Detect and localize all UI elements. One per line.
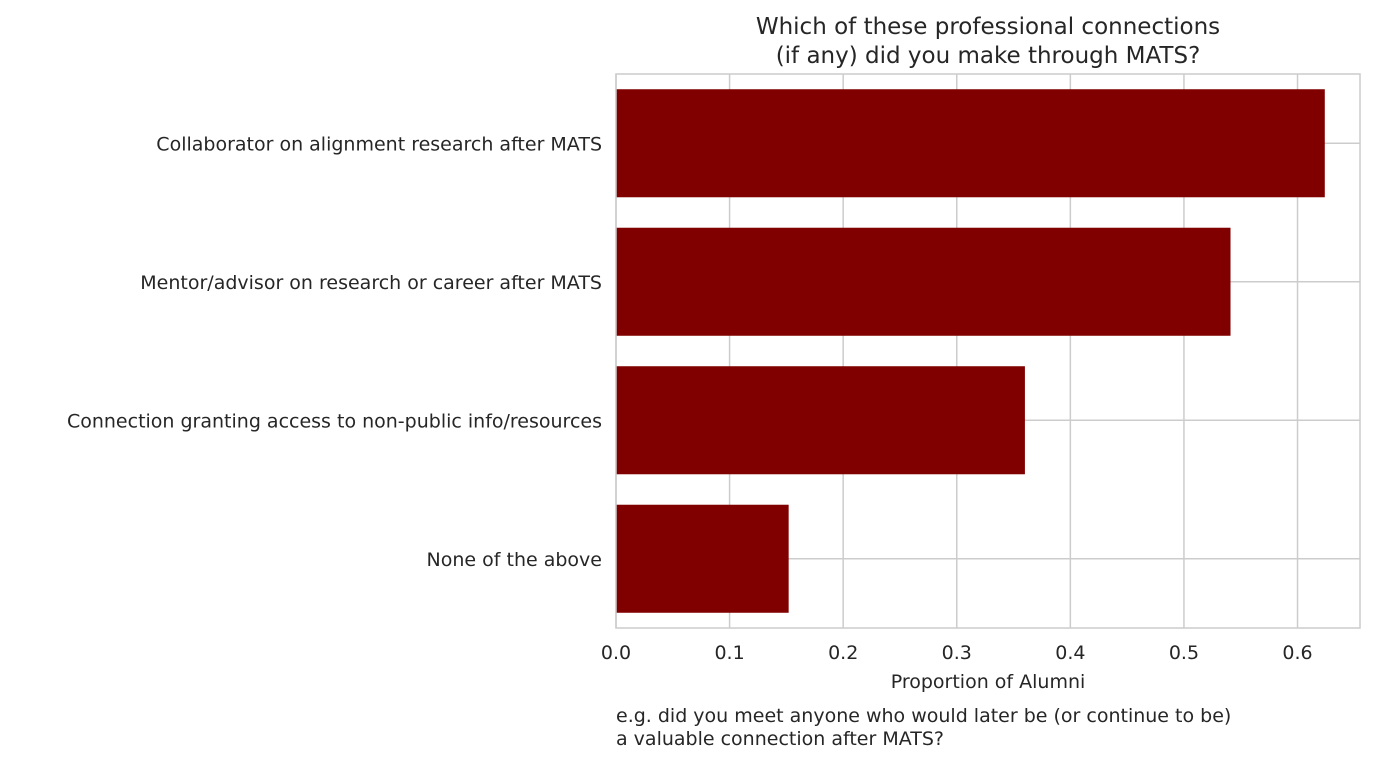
x-tick-label: 0.2 bbox=[828, 642, 858, 664]
category-label: Collaborator on alignment research after… bbox=[156, 133, 602, 155]
x-axis-label: Proportion of Alumni bbox=[891, 671, 1086, 693]
x-tick-label: 0.6 bbox=[1282, 642, 1312, 664]
x-tick-label: 0.0 bbox=[601, 642, 631, 664]
category-label: None of the above bbox=[427, 549, 602, 571]
bars bbox=[616, 89, 1325, 613]
bar bbox=[616, 227, 1231, 336]
plot-frame bbox=[615, 73, 1361, 629]
bar bbox=[616, 366, 1025, 475]
chart-title: Which of these professional connections (… bbox=[756, 14, 1220, 69]
bar bbox=[616, 89, 1325, 198]
x-tick-label: 0.1 bbox=[714, 642, 744, 664]
x-tick-label: 0.5 bbox=[1169, 642, 1199, 664]
x-tick-labels: 0.0 0.1 0.2 0.3 0.4 0.5 0.6 bbox=[601, 642, 1313, 664]
category-label: Mentor/advisor on research or career aft… bbox=[140, 272, 602, 294]
chart-title-line: Which of these professional connections bbox=[756, 14, 1220, 40]
annotation-line: e.g. did you meet anyone who would later… bbox=[616, 705, 1231, 727]
annotation-line: a valuable connection after MATS? bbox=[616, 728, 944, 750]
x-tick-label: 0.3 bbox=[942, 642, 972, 664]
chart-title-line: (if any) did you make through MATS? bbox=[776, 43, 1201, 69]
bar bbox=[616, 504, 789, 613]
category-label: Connection granting access to non-public… bbox=[67, 410, 602, 432]
category-labels: Collaborator on alignment research after… bbox=[67, 133, 602, 571]
x-tick-label: 0.4 bbox=[1055, 642, 1085, 664]
annotation-note: e.g. did you meet anyone who would later… bbox=[616, 705, 1231, 750]
